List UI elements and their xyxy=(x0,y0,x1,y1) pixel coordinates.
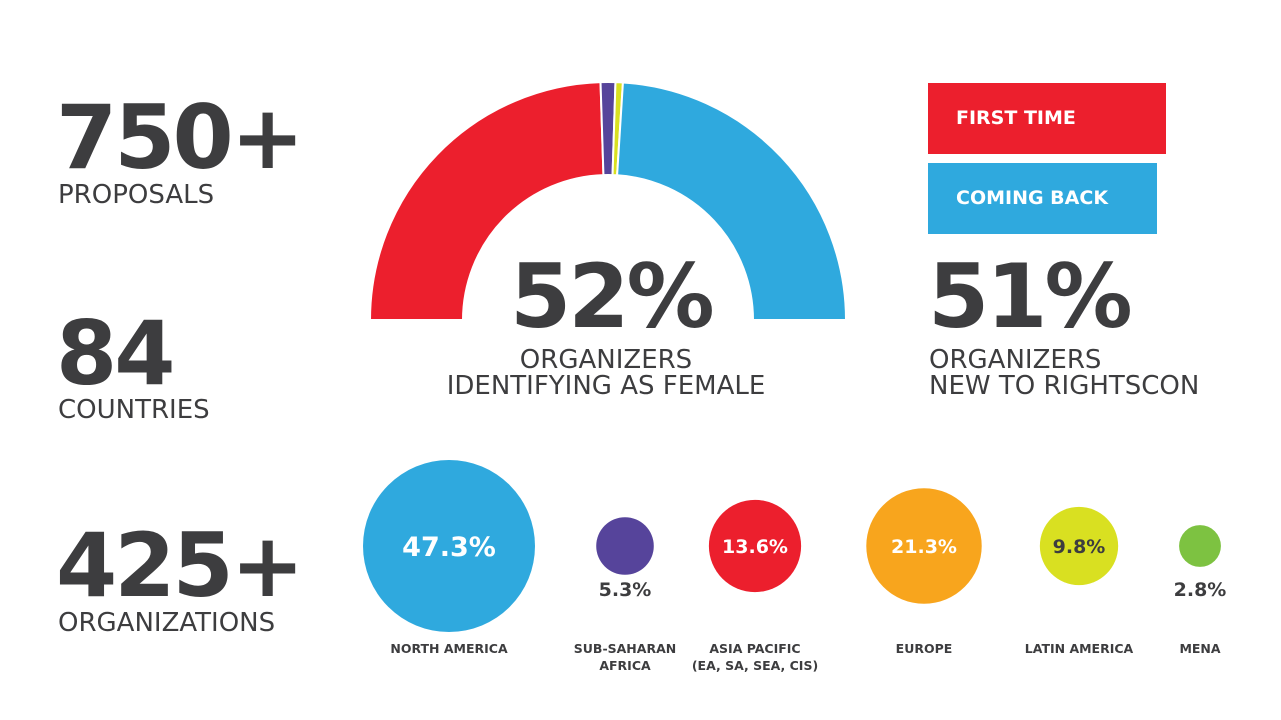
countries-label: COUNTRIES xyxy=(58,395,210,425)
donut-slice-4 xyxy=(616,81,848,321)
bubble-1 xyxy=(363,460,535,632)
region-label-6: MENA xyxy=(1179,641,1221,656)
region-label-4: EUROPE xyxy=(895,641,953,656)
bubble-5 xyxy=(1039,506,1119,586)
proposals-label: PROPOSALS xyxy=(58,180,215,210)
bubble-3 xyxy=(708,499,802,593)
legend-coming-back: COMING BACK xyxy=(928,163,1157,234)
new-caption-line2: NEW TO RIGHTSCON xyxy=(929,371,1200,401)
donut-slice-1 xyxy=(368,81,605,321)
countries-value: 84 xyxy=(56,302,175,405)
female-percent: 52% xyxy=(510,245,715,348)
bubble-value-label-5: 9.8% xyxy=(1053,536,1106,558)
bubble-4 xyxy=(866,488,982,604)
region-label-1: NORTH AMERICA xyxy=(390,641,508,656)
region-label-2: SUB-SAHARAN AFRICA xyxy=(573,641,677,673)
bubble-value-label-6: 2.8% xyxy=(1174,579,1227,601)
new-caption-line1: ORGANIZERS xyxy=(929,345,1102,375)
female-caption-line2: IDENTIFYING AS FEMALE xyxy=(446,371,766,401)
bubble-6 xyxy=(1179,525,1221,567)
bubble-value-label-2: 5.3% xyxy=(599,579,652,601)
proposals-value: 750+ xyxy=(56,86,304,189)
bubble-2 xyxy=(596,517,654,575)
bubble-value-label-1: 47.3% xyxy=(402,532,496,563)
bubble-value-label-3: 13.6% xyxy=(722,536,788,558)
legend-coming-back-label: COMING BACK xyxy=(956,187,1109,209)
region-label-3: ASIA PACIFIC (EA, SA, SEA, CIS) xyxy=(691,641,819,673)
bubble-value-label-4: 21.3% xyxy=(891,536,957,558)
organizations-value: 425+ xyxy=(56,514,304,617)
legend-first-time-label: FIRST TIME xyxy=(956,107,1076,129)
female-caption-line1: ORGANIZERS xyxy=(519,345,693,375)
legend-first-time: FIRST TIME xyxy=(928,83,1166,154)
region-label-5: LATIN AMERICA xyxy=(1024,641,1134,656)
new-percent: 51% xyxy=(928,245,1133,348)
organizations-label: ORGANIZATIONS xyxy=(58,608,276,638)
